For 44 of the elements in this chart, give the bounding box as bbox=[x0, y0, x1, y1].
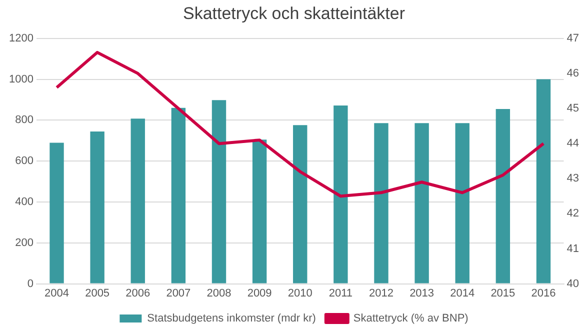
y2-tick-label: 47 bbox=[566, 32, 580, 44]
y-tick-label: 1000 bbox=[8, 73, 34, 86]
y-tick-label: 600 bbox=[15, 155, 34, 168]
bar bbox=[536, 79, 551, 284]
y2-tick-label: 42 bbox=[566, 208, 580, 220]
x-tick-label: 2016 bbox=[531, 287, 556, 300]
x-tick-label: 2008 bbox=[206, 287, 232, 300]
x-tick-label: 2014 bbox=[450, 287, 475, 300]
legend-label: Skattetryck (% av BNP) bbox=[353, 312, 468, 325]
x-tick-label: 2007 bbox=[166, 287, 191, 300]
y-tick-label: 400 bbox=[15, 196, 34, 208]
bar bbox=[90, 131, 104, 284]
x-tick-label: 2012 bbox=[369, 287, 394, 300]
bar bbox=[455, 123, 470, 284]
x-tick-label: 2009 bbox=[247, 287, 272, 300]
y-tick-label: 0 bbox=[27, 278, 34, 290]
bar bbox=[130, 118, 145, 284]
bar bbox=[252, 140, 267, 284]
y-tick-label: 1200 bbox=[8, 32, 34, 44]
y2-tick-label: 45 bbox=[566, 102, 580, 115]
bar bbox=[50, 142, 64, 284]
x-tick-label: 2005 bbox=[85, 287, 110, 300]
y-tick-label: 800 bbox=[15, 114, 34, 126]
y-tick-label: 200 bbox=[15, 236, 34, 249]
bar bbox=[496, 108, 510, 284]
y2-tick-label: 41 bbox=[566, 242, 580, 255]
y2-tick-label: 43 bbox=[566, 172, 580, 185]
x-tick-label: 2010 bbox=[288, 287, 312, 300]
x-tick-label: 2013 bbox=[410, 287, 434, 300]
x-tick-label: 2006 bbox=[126, 287, 150, 300]
y2-tick-label: 40 bbox=[566, 278, 580, 290]
x-tick-label: 2015 bbox=[490, 287, 516, 300]
bar bbox=[171, 108, 186, 284]
chart-title: Skattetryck och skatteintäkter bbox=[182, 4, 406, 23]
y2-tick-label: 44 bbox=[566, 138, 580, 150]
legend-label: Statsbudgetens inkomster (mdr kr) bbox=[147, 312, 316, 325]
bar bbox=[212, 100, 226, 284]
x-tick-label: 2004 bbox=[44, 287, 69, 300]
y2-tick-label: 46 bbox=[566, 67, 580, 80]
x-tick-label: 2011 bbox=[328, 287, 353, 300]
bar bbox=[374, 123, 388, 284]
bar bbox=[293, 125, 308, 284]
bar bbox=[414, 123, 429, 284]
bar bbox=[334, 105, 348, 284]
